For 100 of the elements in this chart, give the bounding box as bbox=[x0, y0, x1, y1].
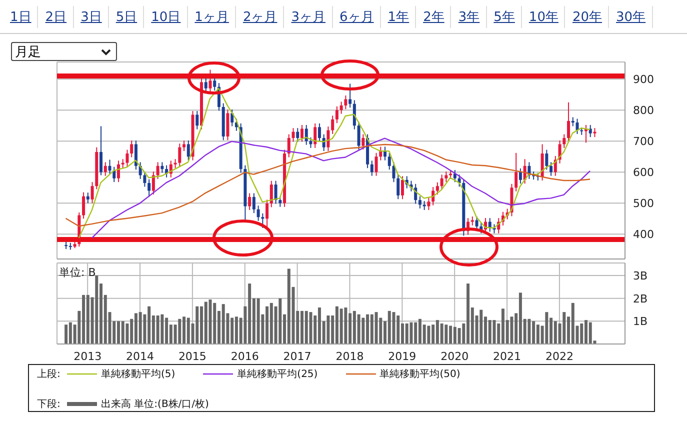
candlestick bbox=[444, 171, 448, 183]
candlestick bbox=[309, 136, 312, 148]
candlestick bbox=[545, 149, 548, 170]
bar bbox=[488, 320, 492, 344]
candlestick bbox=[550, 162, 553, 176]
bar bbox=[178, 318, 182, 344]
bar bbox=[528, 318, 531, 344]
text: 3年 bbox=[452, 6, 487, 28]
bar bbox=[480, 310, 483, 344]
candlestick bbox=[208, 69, 212, 93]
candlestick bbox=[248, 192, 252, 210]
bar bbox=[64, 324, 68, 344]
y-tick-label: 1B bbox=[633, 315, 648, 328]
candlestick bbox=[130, 140, 134, 158]
candlestick bbox=[104, 162, 107, 176]
x-tick-label: 2017 bbox=[283, 350, 312, 363]
candlestick bbox=[370, 160, 374, 176]
candlestick bbox=[178, 143, 182, 168]
candlestick bbox=[186, 140, 190, 161]
candlestick bbox=[440, 174, 444, 190]
bar bbox=[138, 312, 142, 344]
candlestick bbox=[335, 106, 338, 124]
candlestick bbox=[143, 171, 146, 188]
text: 1日 bbox=[4, 6, 38, 28]
bar bbox=[405, 323, 408, 344]
candlestick bbox=[274, 180, 278, 204]
text: 月足 bbox=[15, 45, 41, 60]
bar bbox=[256, 298, 260, 344]
candlestick bbox=[588, 124, 592, 138]
bar bbox=[388, 310, 391, 344]
y-tick-label: 600 bbox=[633, 166, 654, 180]
bar bbox=[410, 322, 413, 344]
x-tick-label: 2019 bbox=[388, 350, 416, 363]
bar bbox=[357, 314, 360, 344]
candlestick bbox=[292, 128, 295, 142]
candlestick bbox=[562, 134, 566, 148]
bar bbox=[208, 300, 212, 344]
bar bbox=[160, 314, 164, 344]
x-tick-label: 2013 bbox=[74, 350, 102, 363]
legend-label: 単純移動平均(5) bbox=[101, 368, 176, 381]
candlestick bbox=[340, 101, 343, 114]
candlestick bbox=[304, 124, 308, 146]
candlestick bbox=[160, 162, 164, 174]
candlestick bbox=[514, 152, 518, 192]
candlestick bbox=[82, 192, 86, 220]
candlestick bbox=[576, 118, 579, 134]
candlestick bbox=[388, 152, 391, 170]
bar bbox=[492, 320, 496, 344]
candlestick bbox=[182, 140, 186, 152]
candlestick bbox=[427, 197, 430, 210]
y-tick-label: 500 bbox=[633, 197, 654, 210]
legend-title: 下段: bbox=[37, 398, 62, 411]
text: 3日 bbox=[74, 6, 109, 28]
candlestick bbox=[196, 110, 199, 130]
candlestick bbox=[453, 169, 456, 183]
candlestick bbox=[392, 162, 396, 183]
text: 2年 bbox=[417, 6, 452, 28]
bar bbox=[340, 308, 343, 344]
bar bbox=[444, 324, 448, 344]
candlestick bbox=[374, 152, 378, 176]
text: 5日 bbox=[110, 6, 144, 28]
candlestick bbox=[400, 176, 404, 200]
candlestick bbox=[256, 205, 260, 222]
candlestick bbox=[314, 122, 317, 148]
candlestick bbox=[287, 134, 290, 158]
candlestick bbox=[567, 102, 570, 142]
candlestick bbox=[134, 140, 138, 170]
candlestick bbox=[230, 108, 234, 127]
candlestick bbox=[326, 126, 330, 152]
candlestick bbox=[152, 171, 155, 195]
candlestick bbox=[348, 83, 352, 108]
bar bbox=[196, 306, 199, 344]
y-axis-title: 単位: B bbox=[59, 265, 96, 280]
bar bbox=[156, 315, 160, 344]
x-tick-label: 2014 bbox=[126, 350, 154, 363]
line-series bbox=[65, 144, 591, 227]
legend-title: 上段: bbox=[37, 368, 62, 381]
candlestick bbox=[148, 178, 151, 198]
bar bbox=[588, 322, 592, 344]
candlestick bbox=[318, 122, 321, 142]
bar bbox=[440, 323, 444, 344]
bar bbox=[309, 312, 312, 344]
x-tick-label: 2016 bbox=[230, 350, 259, 363]
candlestick bbox=[226, 108, 230, 141]
text: 5年 bbox=[488, 6, 522, 28]
line-series bbox=[91, 138, 591, 239]
text: 30年 bbox=[610, 6, 653, 28]
x-tick-label: 2015 bbox=[178, 350, 206, 363]
y-tick-label: 900 bbox=[633, 72, 654, 86]
bar bbox=[204, 302, 208, 344]
text: 1ヶ月 bbox=[188, 6, 236, 28]
bar bbox=[344, 307, 348, 344]
legend-label: 単純移動平均(50) bbox=[380, 368, 460, 381]
legend-label: 出来高 単位:(B株/口/枚) bbox=[101, 398, 209, 411]
bar bbox=[126, 323, 129, 344]
text: 2日 bbox=[39, 6, 74, 28]
bar bbox=[222, 304, 225, 344]
y-tick-label: 400 bbox=[633, 228, 654, 242]
bar bbox=[304, 310, 308, 344]
legend-label: 単純移動平均(25) bbox=[237, 368, 318, 381]
